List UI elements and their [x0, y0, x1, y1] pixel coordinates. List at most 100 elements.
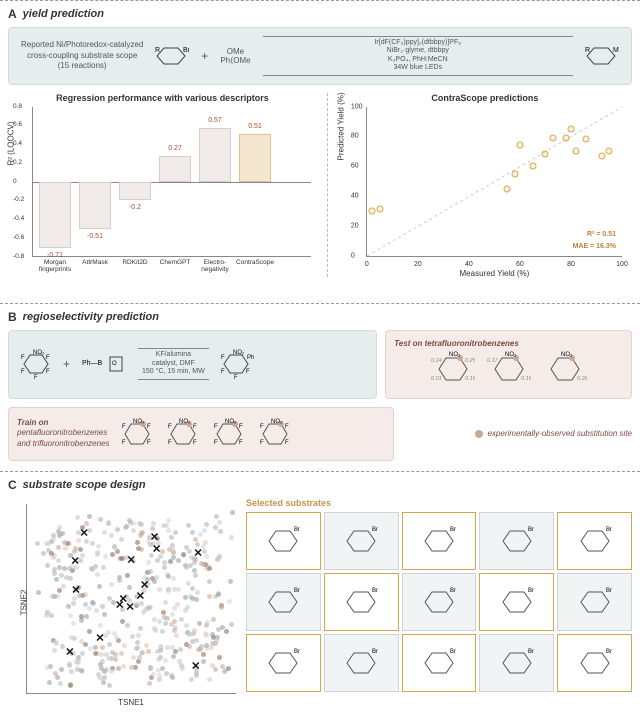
scatter-pt-4	[516, 142, 523, 149]
tsne-pt	[209, 645, 214, 650]
tsne-pt	[151, 521, 156, 526]
tsne-pt	[98, 623, 103, 628]
svg-text:Br: Br	[528, 649, 534, 655]
charts-row: Regression performance with various desc…	[8, 93, 632, 277]
tsne-pt	[134, 646, 139, 651]
tsne-pt	[181, 552, 186, 557]
barchart-col: Regression performance with various desc…	[8, 93, 317, 277]
svg-text:F: F	[147, 440, 151, 446]
tsne-pt	[120, 556, 125, 561]
panel-a-header: A yield prediction	[8, 7, 632, 21]
tsne-pt	[227, 599, 232, 604]
svg-text:F: F	[34, 375, 38, 379]
tsne-pt	[107, 683, 112, 688]
tsne-pt	[217, 554, 222, 559]
tsne-pt	[46, 541, 51, 546]
tsne-pt	[119, 651, 124, 656]
conditions-a: Ir[dF(CF₃)ppy]₂(dtbbpy)]PF₆ NiBr₂·glyme,…	[263, 36, 573, 76]
tsne-pt	[100, 645, 105, 650]
scatter-pt-1	[368, 207, 375, 214]
scatter-pt-2	[504, 185, 511, 192]
tsne-pt	[78, 547, 83, 552]
svg-text:Br: Br	[294, 527, 300, 533]
bar-0: -0.71	[39, 182, 71, 249]
reagent-2: OMe Ph⟨OMe	[220, 47, 250, 65]
tsne-pt	[102, 612, 107, 617]
substrate-cell-0: Br	[246, 512, 321, 570]
svg-text:NO₂: NO₂	[449, 352, 461, 358]
substrate-cell-6: Br	[324, 573, 399, 631]
svg-text:F: F	[122, 424, 126, 430]
tsne-pt	[220, 625, 225, 630]
tsne-pt	[69, 669, 74, 674]
r2-label: R² = 0.51	[587, 231, 616, 238]
tsne-pt	[63, 546, 68, 551]
tsne-pt	[148, 569, 153, 574]
svg-text:Br: Br	[606, 588, 612, 594]
train-mol-1: NO₂FFFF	[166, 418, 200, 452]
tsne-mark-13: ✕	[194, 547, 203, 560]
tsne-pt	[194, 597, 199, 602]
scatter-col: ContraScope predictions Predicted Yield …	[327, 93, 632, 277]
svg-text:NO₂: NO₂	[271, 419, 283, 425]
tsne-pt	[119, 537, 124, 542]
tsne-pt	[177, 659, 182, 664]
tsne-pt	[83, 642, 88, 647]
bar-label-4: Electro-negativity	[195, 259, 235, 273]
tsne-pt	[131, 655, 136, 660]
svg-text:Br: Br	[450, 527, 456, 533]
tsne-pt	[189, 677, 194, 682]
tsne-pt	[113, 652, 118, 657]
test-box: Test on tetrafluoronitrobenzenes NO₂0.24…	[385, 330, 632, 399]
selected-substrates: Selected substrates BrBrBrBrBrBrBrBrBrBr…	[246, 498, 632, 707]
tsne-pt	[170, 547, 175, 552]
tsne-pt	[137, 521, 142, 526]
tsne-pt	[67, 663, 72, 668]
svg-text:Br: Br	[528, 588, 534, 594]
svg-text:F: F	[285, 440, 289, 446]
svg-text:F: F	[21, 369, 25, 375]
svg-text:Br: Br	[450, 588, 456, 594]
tsne-pt	[127, 585, 132, 590]
svg-text:NO₂: NO₂	[179, 419, 191, 425]
tsne-pt	[190, 596, 195, 601]
svg-text:F: F	[239, 424, 243, 430]
substrate-cell-12: Br	[402, 634, 477, 692]
tsne-pt	[133, 665, 138, 670]
train-l3: and trifluoronitrobenzenes	[17, 439, 110, 449]
panel-c: C substrate scope design TSNE2 ✕✕✕✕✕✕✕✕✕…	[0, 471, 640, 717]
reagent-1: RBr	[155, 44, 189, 68]
tsne-pt	[218, 529, 223, 534]
scatter-pt-7	[562, 134, 569, 141]
diagonal-line	[367, 107, 622, 256]
tsne-pt	[172, 628, 177, 633]
substrate-cell-14: Br	[557, 634, 632, 692]
tsne-pt	[52, 567, 57, 572]
legend-dot-icon	[475, 430, 483, 438]
selected-title: Selected substrates	[246, 498, 632, 508]
svg-text:F: F	[147, 424, 151, 430]
tsne-pt	[172, 619, 177, 624]
tsne-pt	[84, 614, 89, 619]
tsne-pt	[90, 567, 95, 572]
svg-text:Me: Me	[613, 47, 619, 54]
svg-text:F: F	[234, 375, 238, 379]
tsne-pt	[87, 606, 92, 611]
train-text: Train on pentafluoronitrobenzenes and tr…	[17, 418, 110, 449]
test-mol-0: NO₂0.240.250.010.16	[431, 350, 475, 390]
tsne-pt	[54, 641, 59, 646]
tsne-pt	[226, 666, 231, 671]
panel-b-row2: Train on pentafluoronitrobenzenes and tr…	[8, 407, 632, 461]
tsne-pt	[163, 621, 168, 626]
tsne-pt	[147, 681, 152, 686]
tsne-pt	[190, 586, 195, 591]
tsne-pt	[52, 648, 57, 653]
tsne-pt	[75, 515, 80, 520]
tsne-xlabel: TSNE1	[26, 698, 236, 707]
reagent2-l2: Ph⟨OMe	[220, 56, 250, 65]
substrate-cell-1: Br	[324, 512, 399, 570]
bar-2: -0.2	[119, 182, 151, 201]
svg-text:NO₂: NO₂	[561, 352, 573, 358]
tsne-pt	[161, 523, 166, 528]
bar-label-2: RDKit2D	[115, 259, 155, 266]
